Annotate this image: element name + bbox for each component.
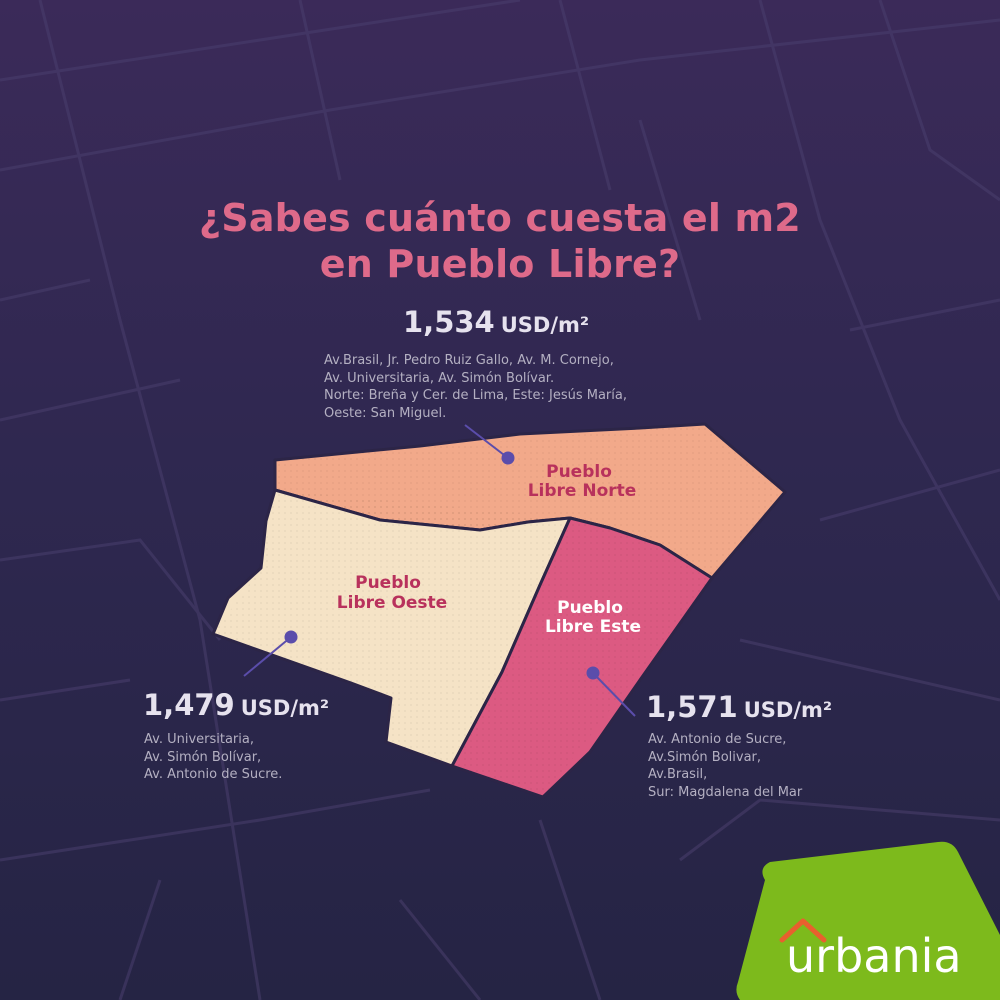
page-title: ¿Sabes cuánto cuesta el m2 en Pueblo Lib…	[0, 195, 1000, 287]
house-roof-icon	[779, 918, 827, 943]
desc-este: Av. Antonio de Sucre, Av.Simón Bolivar, …	[648, 731, 802, 801]
title-line-1: ¿Sabes cuánto cuesta el m2	[199, 196, 801, 240]
price-este-value: 1,571	[646, 690, 738, 724]
label-oeste-1: Pueblo	[355, 573, 421, 593]
leader-line-norte	[464, 424, 509, 459]
price-norte-value: 1,534	[403, 305, 495, 339]
desc-oeste-line: Av. Antonio de Sucre.	[144, 767, 283, 782]
price-este-unit: USD/m²	[743, 698, 833, 722]
marker-norte[interactable]	[501, 451, 515, 465]
label-este-1: Pueblo	[557, 598, 623, 618]
price-oeste: 1,479 USD/m²	[143, 688, 329, 722]
price-norte-unit: USD/m²	[500, 313, 590, 337]
desc-norte-line: Av. Universitaria, Av. Simón Bolívar.	[324, 370, 555, 386]
desc-este-line: Av. Antonio de Sucre,	[648, 732, 787, 747]
desc-norte-line: Av.Brasil, Jr. Pedro Ruiz Gallo, Av. M. …	[324, 353, 614, 368]
desc-norte-line: Norte: Breña y Cer. de Lima, Este: Jesús…	[324, 388, 627, 403]
leader-line-oeste	[243, 636, 292, 677]
marker-este[interactable]	[586, 666, 600, 680]
desc-oeste-line: Av. Simón Bolívar,	[144, 749, 262, 765]
title-line-2: en Pueblo Libre?	[319, 242, 681, 286]
label-norte-1: Pueblo	[546, 462, 612, 482]
desc-oeste: Av. Universitaria, Av. Simón Bolívar, Av…	[144, 731, 282, 784]
logo-wordmark: urbania	[786, 929, 962, 983]
price-este: 1,571 USD/m²	[646, 690, 832, 724]
logo-green-badge	[736, 841, 1000, 1000]
desc-este-line: Av.Brasil,	[648, 767, 708, 782]
desc-este-line: Sur: Magdalena del Mar	[648, 784, 803, 800]
desc-oeste-line: Av. Universitaria,	[144, 732, 254, 747]
marker-oeste[interactable]	[284, 630, 298, 644]
label-norte-2: Libre Norte	[528, 481, 637, 501]
label-oeste-2: Libre Oeste	[337, 593, 447, 613]
price-oeste-value: 1,479	[143, 688, 235, 722]
leader-line-este	[592, 672, 636, 717]
desc-norte: Av.Brasil, Jr. Pedro Ruiz Gallo, Av. M. …	[324, 352, 627, 422]
price-norte: 1,534 USD/m²	[403, 305, 589, 339]
price-oeste-unit: USD/m²	[240, 696, 330, 720]
desc-este-line: Av.Simón Bolivar,	[648, 749, 762, 765]
label-este-2: Libre Este	[545, 617, 641, 637]
desc-norte-line: Oeste: San Miguel.	[324, 405, 447, 421]
